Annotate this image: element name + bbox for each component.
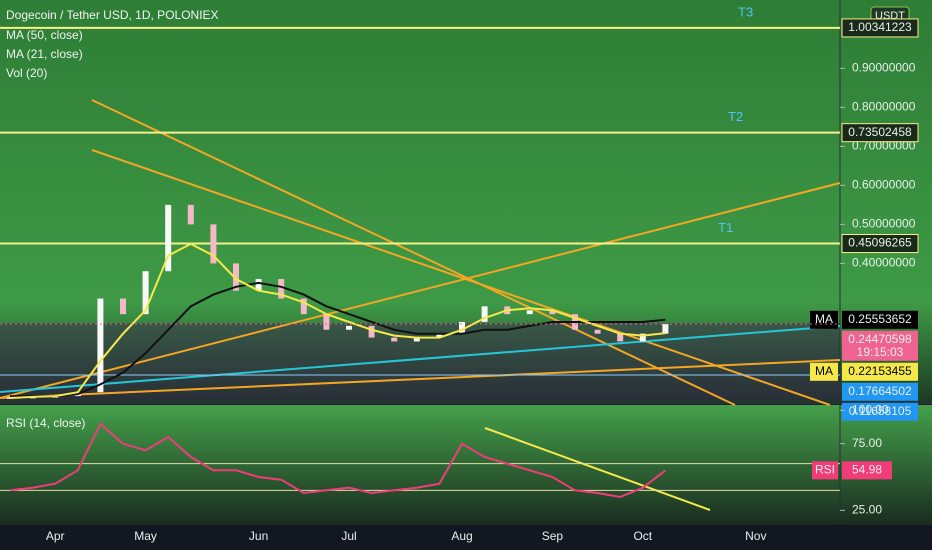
level-tag bbox=[841, 123, 919, 143]
rsi-title: RSI (14, close) bbox=[6, 416, 85, 430]
price-tag bbox=[842, 330, 918, 361]
time-axis bbox=[0, 525, 932, 550]
price-tag-value: 0.17664502 bbox=[848, 384, 912, 398]
rsi-tag-value: 54.98 bbox=[852, 463, 882, 477]
y-tick-label: 0.90000000 bbox=[852, 60, 916, 74]
candle bbox=[165, 204, 172, 272]
candle bbox=[255, 279, 262, 291]
candle bbox=[413, 337, 420, 342]
ma-line bbox=[9, 242, 666, 399]
y-tick-label: 75.00 bbox=[852, 436, 882, 450]
price-tag-timer: 19:15:03 bbox=[857, 345, 904, 359]
level-value: 0.73502458 bbox=[848, 125, 912, 139]
candle bbox=[210, 224, 217, 264]
level-name: T2 bbox=[728, 109, 743, 124]
tag-name-box bbox=[810, 362, 838, 381]
y-tick-label: 25.00 bbox=[852, 503, 882, 517]
indicator-label: MA (50, close) bbox=[6, 28, 83, 42]
rsi-tag-name-box bbox=[812, 461, 838, 480]
price-tag bbox=[842, 310, 918, 329]
x-tick-label: Nov bbox=[745, 529, 766, 543]
candle bbox=[97, 298, 104, 393]
level-value: 0.45096265 bbox=[848, 236, 912, 250]
trend-line bbox=[0, 325, 841, 393]
candle bbox=[549, 310, 556, 315]
candle bbox=[233, 263, 239, 291]
candle bbox=[662, 323, 669, 334]
candle bbox=[7, 397, 13, 399]
price-tag-value: 0.25553652 bbox=[848, 312, 912, 326]
candle bbox=[436, 333, 443, 338]
trend-line bbox=[91, 99, 736, 406]
candle bbox=[594, 329, 601, 334]
rsi-trend-line bbox=[484, 427, 711, 511]
price-tag bbox=[842, 382, 918, 401]
candle bbox=[368, 325, 375, 338]
candle bbox=[323, 314, 330, 330]
symbol-title: Dogecoin / Tether USD, 1D, POLONIEX bbox=[6, 8, 219, 22]
trend-line bbox=[0, 182, 841, 399]
level-tag bbox=[841, 234, 919, 254]
rsi-tag bbox=[842, 461, 892, 480]
level-value: 1.00341223 bbox=[848, 20, 912, 34]
price-tag-value: 0.22153455 bbox=[848, 364, 912, 378]
level-name: T3 bbox=[738, 4, 753, 19]
price-tag-value: 0.24470598 bbox=[848, 332, 912, 346]
x-tick-label: May bbox=[134, 529, 157, 543]
x-tick-label: Sep bbox=[542, 529, 564, 543]
y-tick-label: 0.50000000 bbox=[852, 217, 916, 231]
rsi-line bbox=[9, 422, 667, 499]
level-tag bbox=[841, 18, 919, 38]
ma-line bbox=[10, 281, 666, 398]
candle bbox=[459, 321, 465, 334]
rsi-tag-name: RSI bbox=[815, 463, 835, 477]
x-tick-label: Oct bbox=[633, 529, 652, 543]
y-tick-label: 100.00 bbox=[852, 403, 889, 417]
x-tick-label: Jun bbox=[249, 529, 268, 543]
level-name: T1 bbox=[718, 220, 733, 235]
x-tick-label: Apr bbox=[46, 529, 65, 543]
candle bbox=[346, 325, 352, 330]
candle bbox=[187, 204, 194, 225]
price-tag bbox=[842, 362, 918, 381]
x-tick-label: Aug bbox=[451, 529, 472, 543]
candle bbox=[526, 310, 533, 315]
candle bbox=[617, 333, 624, 342]
tag-name: MA bbox=[815, 364, 833, 378]
indicator-label: Vol (20) bbox=[6, 66, 47, 80]
indicator-label: MA (21, close) bbox=[6, 47, 83, 61]
candle bbox=[639, 333, 646, 342]
price-tag-value: 0.11658105 bbox=[849, 404, 912, 418]
y-tick-label: 0.40000000 bbox=[852, 256, 916, 270]
candle bbox=[120, 298, 126, 315]
candle bbox=[300, 298, 307, 315]
candle bbox=[481, 306, 488, 322]
trend-line bbox=[91, 149, 831, 406]
rsi-pane bbox=[0, 405, 932, 525]
trend-line bbox=[0, 359, 841, 399]
candle bbox=[142, 271, 149, 315]
y-tick-label: 0.60000000 bbox=[852, 178, 916, 192]
tag-name: MA bbox=[815, 312, 833, 326]
price-tag bbox=[842, 402, 918, 421]
y-tick-label: 0.80000000 bbox=[852, 99, 916, 113]
candle bbox=[391, 337, 398, 342]
x-tick-label: Jul bbox=[341, 529, 356, 543]
candle bbox=[278, 279, 285, 299]
price-pane bbox=[0, 0, 932, 403]
